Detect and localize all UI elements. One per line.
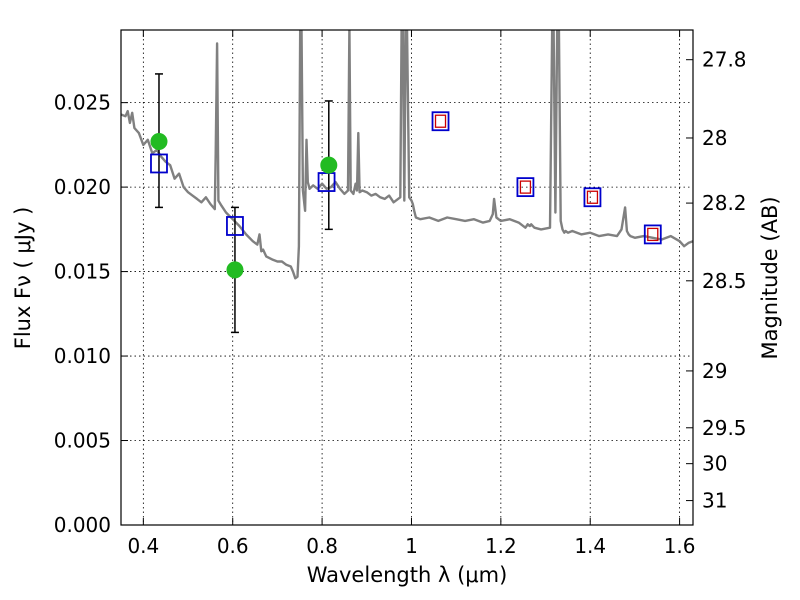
y-tick-label-left: 0.010 <box>54 344 111 368</box>
y-tick-label-right: 28 <box>702 126 727 150</box>
observed-photometry-point <box>150 133 168 151</box>
model-photometry-box <box>150 153 168 174</box>
marker-layer <box>150 111 662 279</box>
model-photometry-inner-box <box>586 190 599 204</box>
x-tick-label: 1.4 <box>574 534 606 558</box>
x-tick-label: 1.2 <box>485 534 517 558</box>
y-axis-label-left: Flux Fν ( μJy ) <box>11 207 35 350</box>
y-tick-label-left: 0.025 <box>54 91 111 115</box>
plot-frame <box>120 29 694 526</box>
y-tick-label-left: 0.020 <box>54 175 111 199</box>
model-photometry-box <box>643 224 662 245</box>
model-photometry-box <box>226 216 244 236</box>
y-tick-label-right: 29 <box>702 359 727 383</box>
y-tick-label-right: 30 <box>702 452 727 476</box>
model-photometry-inner-box <box>434 114 447 128</box>
model-spectrum-line <box>121 30 693 280</box>
model-photometry-box <box>431 111 450 132</box>
y-axis-label-right: Magnitude (AB) <box>758 196 782 359</box>
observed-photometry-point <box>320 156 338 174</box>
x-axis-label: Wavelength λ (μm) <box>307 563 508 587</box>
x-tick-label: 1 <box>405 534 418 558</box>
y-tick-label-right: 29.5 <box>702 416 747 440</box>
y-tick-label-right: 28.5 <box>702 269 747 293</box>
y-tick-label-left: 0.015 <box>54 260 111 284</box>
observed-photometry-point <box>226 261 244 279</box>
model-photometry-inner-box <box>647 227 659 242</box>
x-tick-label: 0.4 <box>127 534 159 558</box>
x-tick-label: 0.8 <box>306 534 338 558</box>
x-tick-label: 0.6 <box>217 534 249 558</box>
y-tick-label-right: 27.8 <box>702 48 747 72</box>
model-photometry-box <box>516 177 535 198</box>
y-tick-label-right: 28.2 <box>702 191 747 215</box>
tick-layer: 0.4 0.6 0.8 1 1.2 1.4 1.6 0.000 0.005 0.010 0.015 0… <box>54 30 747 558</box>
spectrum-layer <box>121 30 693 280</box>
x-tick-label: 1.6 <box>664 534 696 558</box>
model-photometry-box <box>583 187 602 208</box>
y-tick-label-left: 0.000 <box>54 513 111 537</box>
y-tick-label-right: 31 <box>702 489 727 513</box>
model-photometry-inner-box <box>519 180 532 194</box>
y-tick-label-left: 0.005 <box>54 429 111 453</box>
